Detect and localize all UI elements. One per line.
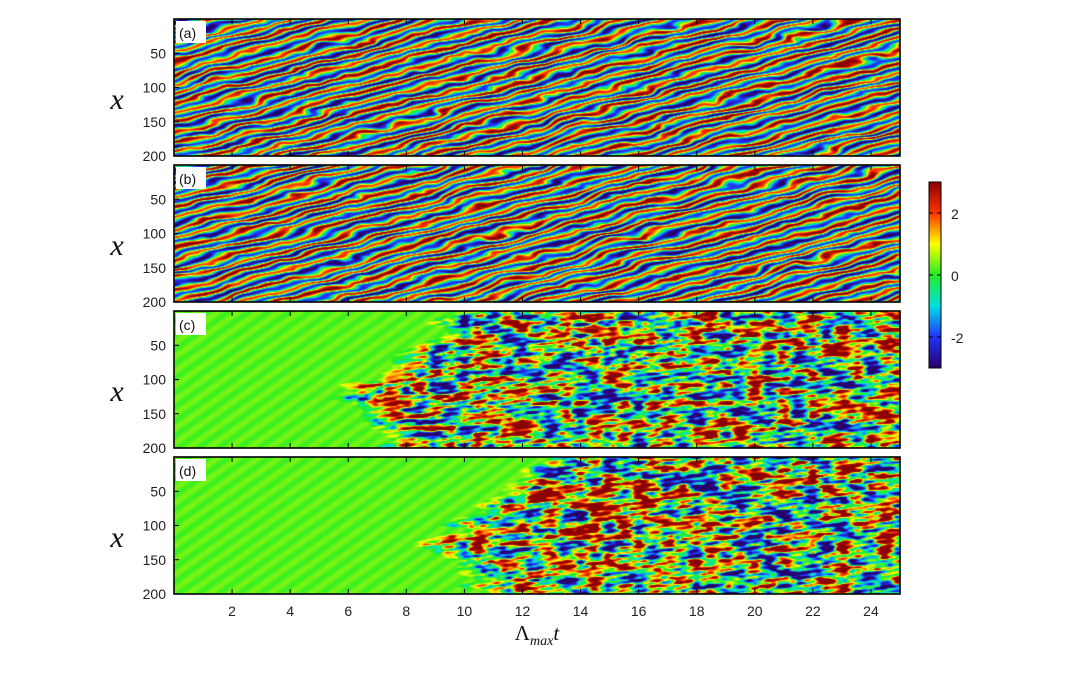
y-tick-label: 100 (143, 372, 167, 388)
heatmap-panel-4: 50 100 150 200 x (d) (109, 456, 901, 602)
x-tick-label: 6 (344, 603, 352, 619)
heatmap-panel-1: 50 100 150 200 x (a) (109, 18, 901, 164)
colorbar-tick-label: 0 (951, 268, 959, 284)
heatmap-image (174, 165, 900, 302)
panel-label-bg (176, 313, 206, 335)
x-tick-label: 16 (631, 603, 647, 619)
y-tick-label: 150 (143, 114, 167, 130)
y-tick-label: 150 (143, 406, 167, 422)
x-tick-label: 24 (863, 603, 879, 619)
heatmap-image (174, 19, 900, 156)
panel-label-bg (176, 21, 206, 43)
y-tick-label: 100 (143, 226, 167, 242)
x-tick-label: 22 (805, 603, 821, 619)
y-tick-label: 200 (143, 148, 167, 164)
x-tick-label: 10 (457, 603, 473, 619)
colorbar-tick-label: 2 (951, 206, 959, 222)
heatmap-image (174, 311, 900, 448)
y-tick-label: 150 (143, 260, 167, 276)
panel-label: (a) (179, 25, 196, 41)
y-axis-label: x (109, 83, 124, 116)
y-axis-label: x (109, 375, 124, 408)
panels-group: 50 100 150 200 x (a) 50 100 150 200 x (b) 50 100 150 20… (109, 18, 901, 602)
heatmap-image (174, 457, 900, 594)
y-tick-label: 50 (150, 45, 166, 61)
x-tick-label: 4 (286, 603, 294, 619)
colorbar: 2 0 -2 (928, 181, 964, 369)
x-tick-label: 14 (573, 603, 589, 619)
panel-label: (d) (179, 463, 196, 479)
colorbar-tick-label: -2 (951, 330, 964, 346)
heatmap-panel-2: 50 100 150 200 x (b) (109, 164, 901, 310)
y-tick-label: 100 (143, 518, 167, 534)
panel-label: (b) (179, 171, 196, 187)
heatmap-panel-3: 50 100 150 200 x (c) (109, 310, 901, 456)
x-tick-label: 12 (515, 603, 531, 619)
y-tick-label: 50 (150, 483, 166, 499)
y-tick-label: 50 (150, 191, 166, 207)
panel-label-bg (176, 167, 206, 189)
y-tick-label: 100 (143, 80, 167, 96)
y-tick-label: 200 (143, 440, 167, 456)
x-tick-label: 8 (402, 603, 410, 619)
y-axis-label: x (109, 229, 124, 262)
panel-label-bg (176, 459, 206, 481)
y-tick-label: 150 (143, 552, 167, 568)
y-tick-label: 200 (143, 294, 167, 310)
x-axis-label: Λmaxt (515, 621, 561, 649)
y-tick-label: 50 (150, 337, 166, 353)
x-tick-label: 20 (747, 603, 763, 619)
x-tick-label: 18 (689, 603, 705, 619)
y-axis-label: x (109, 521, 124, 554)
y-tick-label: 200 (143, 586, 167, 602)
panel-label: (c) (179, 317, 195, 333)
x-tick-label: 2 (228, 603, 236, 619)
